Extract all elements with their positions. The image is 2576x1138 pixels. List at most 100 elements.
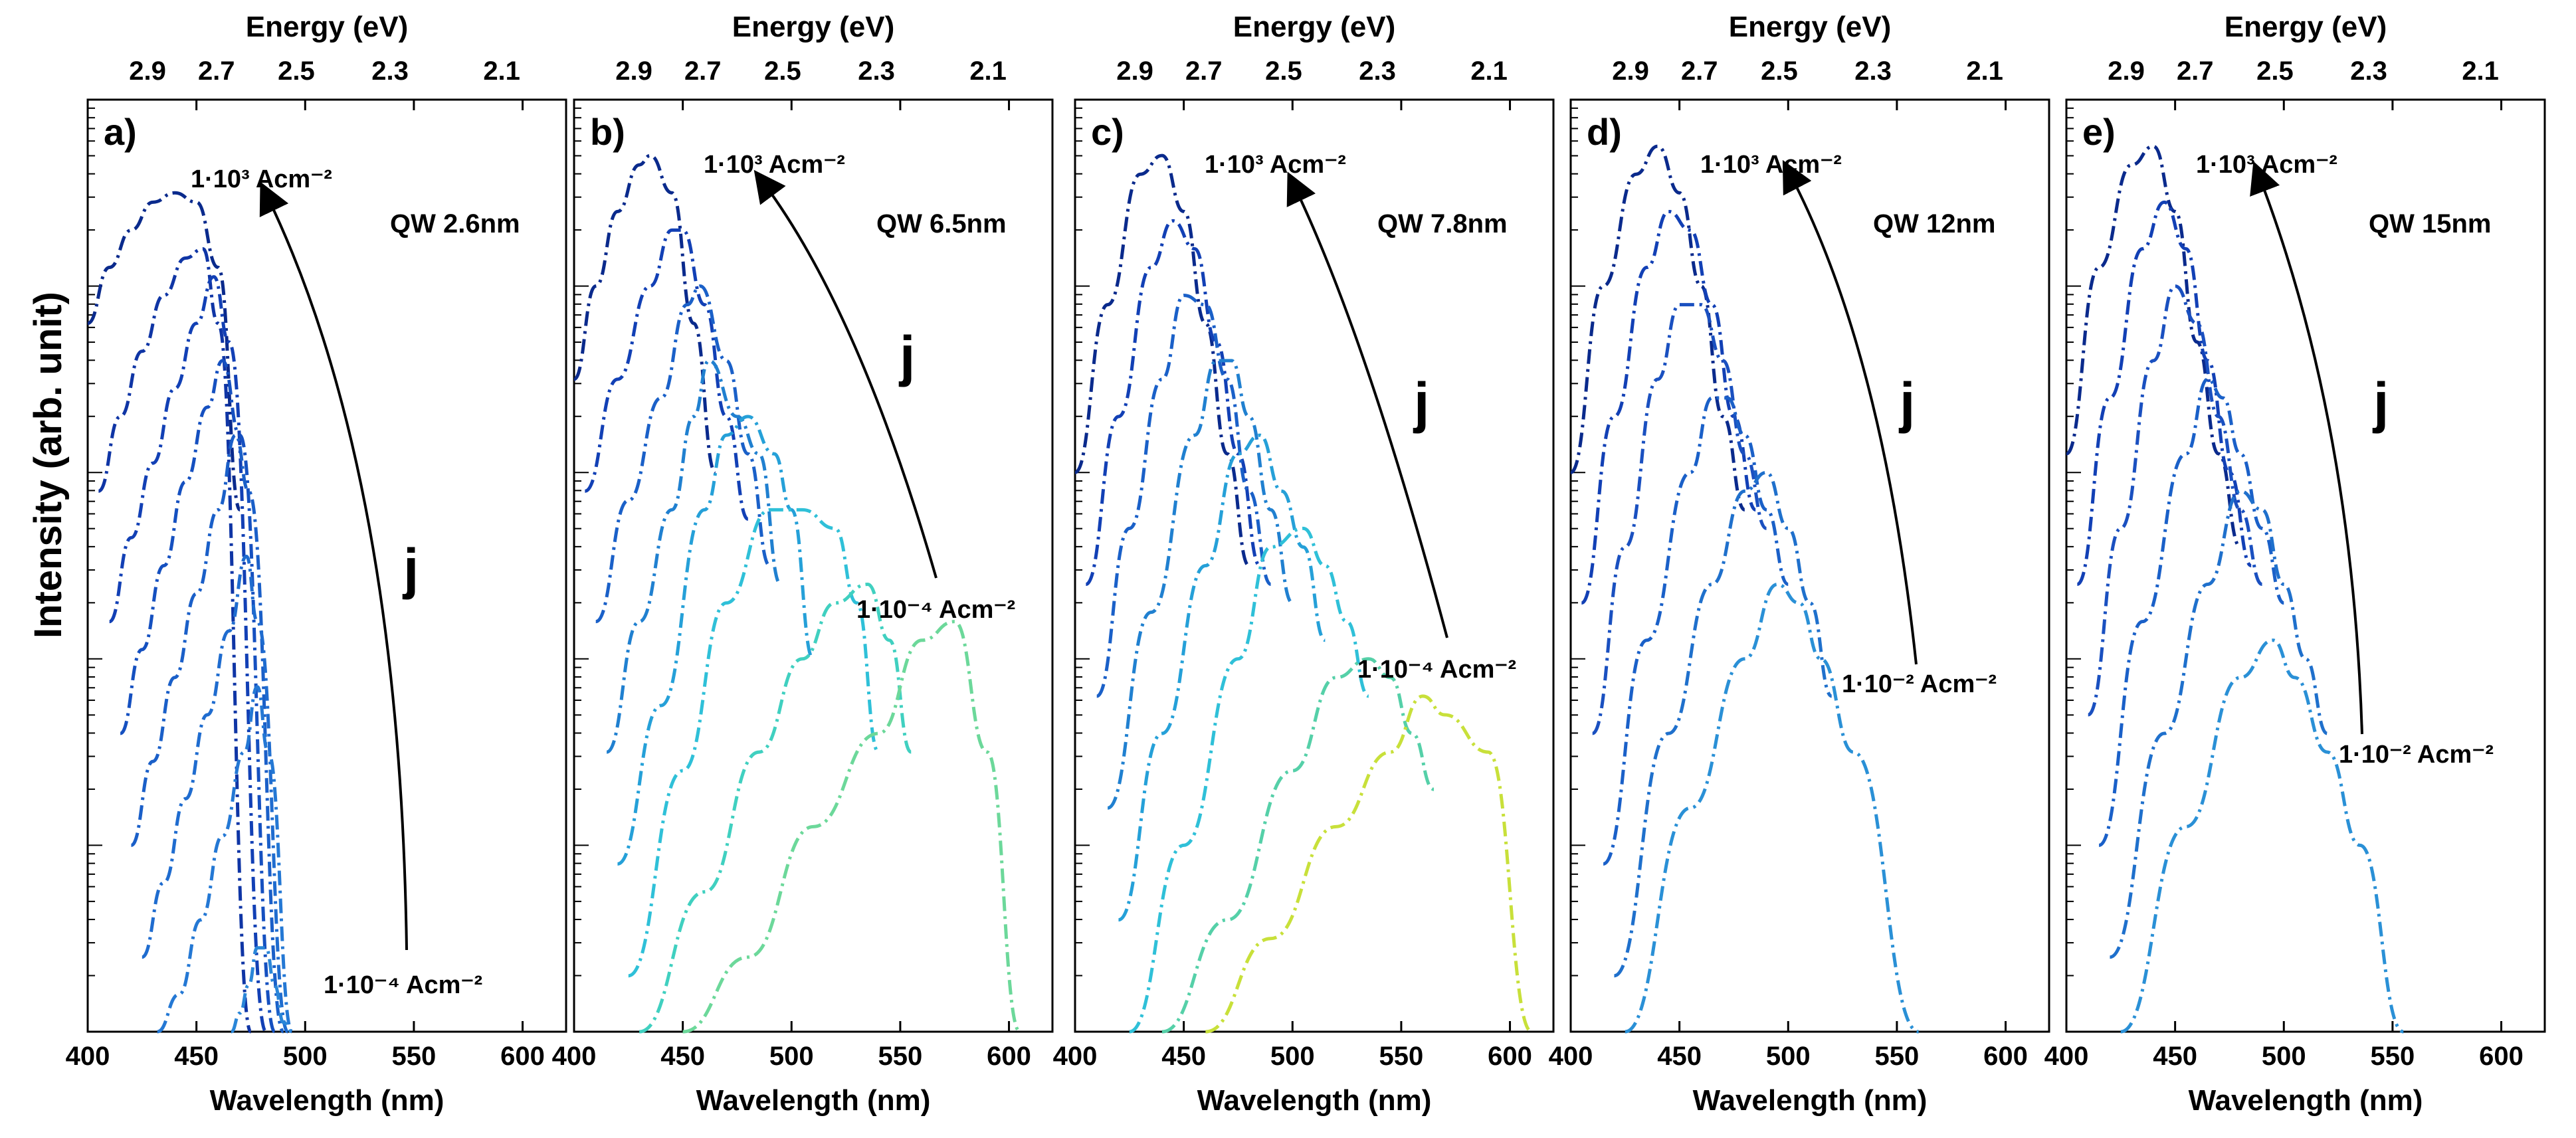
qw-label: QW 7.8nm [1377, 209, 1508, 238]
x2-tick-label: 2.1 [969, 56, 1007, 86]
series-line-1 [1569, 144, 1746, 512]
series-line-6 [1129, 526, 1369, 1034]
x-tick-label: 550 [1379, 1042, 1424, 1071]
qw-label: QW 6.5nm [876, 209, 1007, 238]
j-label: j [1898, 371, 1915, 434]
x2-tick-label: 2.9 [2108, 56, 2145, 86]
x-tick-label: 600 [500, 1042, 545, 1071]
bottom-current-label: 1·10⁻⁴ Acm⁻² [856, 596, 1015, 624]
x2-tick-label: 2.5 [1265, 56, 1302, 86]
series-line-5 [617, 415, 815, 866]
series-line-8 [230, 946, 293, 1034]
x-tick-label: 400 [1053, 1042, 1098, 1071]
series-line-1 [86, 191, 242, 512]
plot-frame [1569, 98, 2050, 1033]
panel-letter: c) [1091, 111, 1124, 153]
x2-tick-label: 2.1 [1470, 56, 1508, 86]
qw-label: QW 12nm [1873, 209, 1995, 238]
series-line-6 [141, 554, 290, 1034]
x-tick-label: 450 [2153, 1042, 2197, 1071]
plot-frame [1074, 98, 1555, 1033]
x-axis-title: Wavelength (nm) [696, 1084, 931, 1117]
x2-tick-label: 2.3 [371, 56, 409, 86]
x-tick-label: 550 [392, 1042, 437, 1071]
series-line-8 [1205, 694, 1533, 1034]
j-label: j [898, 325, 915, 387]
series-line-6 [1625, 583, 1920, 1034]
x2-tick-label: 2.7 [1681, 56, 1718, 86]
x-tick-label: 500 [2262, 1042, 2306, 1071]
x2-tick-label: 2.5 [764, 56, 801, 86]
x2-tick-label: 2.3 [1854, 56, 1892, 86]
x2-tick-label: 2.1 [1966, 56, 2003, 86]
x-tick-label: 400 [1549, 1042, 1593, 1071]
top-current-label: 1·10³ Acm⁻² [1700, 151, 1842, 179]
x-tick-label: 600 [1983, 1042, 2028, 1071]
current-arrow [1782, 159, 1918, 665]
current-arrow [1286, 171, 1448, 638]
x-tick-label: 600 [987, 1042, 1031, 1071]
x2-tick-label: 2.1 [483, 56, 520, 86]
series-line-5 [2109, 489, 2328, 959]
panel-e: 400 450 500 550 600 2.9 2.7 2.5 2.3 2.1 Energy (eV… [2044, 11, 2546, 1117]
panel-letter: a) [104, 111, 137, 153]
series-line-2 [1085, 219, 1261, 587]
y-axis-label: Intensity (arb. unit) [27, 292, 70, 638]
x-tick-label: 550 [1875, 1042, 1920, 1071]
x2-tick-label: 2.7 [2177, 56, 2214, 86]
panel-letter: b) [590, 111, 625, 153]
top-current-label: 1·10³ Acm⁻² [191, 165, 332, 193]
x-tick-label: 600 [2479, 1042, 2524, 1071]
x2-axis-title: Energy (eV) [2225, 11, 2387, 43]
x-tick-label: 450 [174, 1042, 219, 1071]
current-arrow [259, 181, 408, 951]
top-current-label: 1·10³ Acm⁻² [704, 151, 845, 179]
x-tick-label: 450 [660, 1042, 705, 1071]
bottom-current-label: 1·10⁻² Acm⁻² [1842, 670, 1997, 698]
top-current-label: 1·10³ Acm⁻² [1205, 151, 1346, 179]
x-tick-label: 450 [1161, 1042, 1206, 1071]
bottom-current-label: 1·10⁻² Acm⁻² [2339, 741, 2494, 769]
x-tick-label: 400 [2044, 1042, 2089, 1071]
x2-axis-title: Energy (eV) [732, 11, 895, 43]
series-line-5 [1118, 433, 1326, 922]
panel-a: 400 450 500 550 600 2.9 2.7 2.5 2.3 2.1 Energy (eV… [66, 11, 567, 1117]
x-tick-label: 500 [1766, 1042, 1811, 1071]
qw-label: QW 15nm [2369, 209, 2491, 238]
x-axis-title: Wavelength (nm) [210, 1084, 445, 1117]
series-line-3 [1591, 303, 1767, 735]
x2-tick-label: 2.5 [278, 56, 315, 86]
top-current-label: 1·10³ Acm⁻² [2196, 151, 2337, 179]
series-line-6 [2120, 638, 2405, 1034]
x-tick-label: 500 [1270, 1042, 1315, 1071]
x-axis-title: Wavelength (nm) [2189, 1084, 2423, 1117]
x2-tick-label: 2.3 [2350, 56, 2387, 86]
x2-tick-label: 2.5 [1761, 56, 1798, 86]
x-tick-label: 550 [2371, 1042, 2415, 1071]
x2-tick-label: 2.9 [1612, 56, 1649, 86]
series-line-3 [595, 284, 771, 624]
series-line-7 [639, 583, 912, 1034]
j-label: j [2372, 371, 2389, 434]
x-tick-label: 400 [66, 1042, 110, 1071]
x2-tick-label: 2.7 [684, 56, 722, 86]
panel-c: 400 450 500 550 600 2.9 2.7 2.5 2.3 2.1 Energy (eV… [1053, 11, 1555, 1117]
panel-letter: d) [1587, 111, 1622, 153]
j-label: j [1413, 371, 1429, 434]
x2-tick-label: 2.9 [1116, 56, 1153, 86]
x2-tick-label: 2.3 [1359, 56, 1396, 86]
x-axis-title: Wavelength (nm) [1197, 1084, 1432, 1117]
x2-axis-title: Energy (eV) [1233, 11, 1396, 43]
x-tick-label: 400 [552, 1042, 597, 1071]
qw-label: QW 2.6nm [390, 209, 520, 238]
x-tick-label: 500 [769, 1042, 814, 1071]
x2-tick-label: 2.9 [615, 56, 652, 86]
series-line-4 [2098, 377, 2285, 847]
bottom-current-label: 1·10⁻⁴ Acm⁻² [324, 971, 482, 999]
panel-b: 400 450 500 550 600 2.9 2.7 2.5 2.3 2.1 Energy (eV… [552, 11, 1054, 1117]
panel-d: 400 450 500 550 600 2.9 2.7 2.5 2.3 2.1 Energy (eV… [1549, 11, 2050, 1117]
series-line-5 [130, 433, 285, 1034]
x-axis-title: Wavelength (nm) [1693, 1084, 1928, 1117]
x-tick-label: 450 [1657, 1042, 1702, 1071]
series-line-4 [119, 359, 276, 1034]
